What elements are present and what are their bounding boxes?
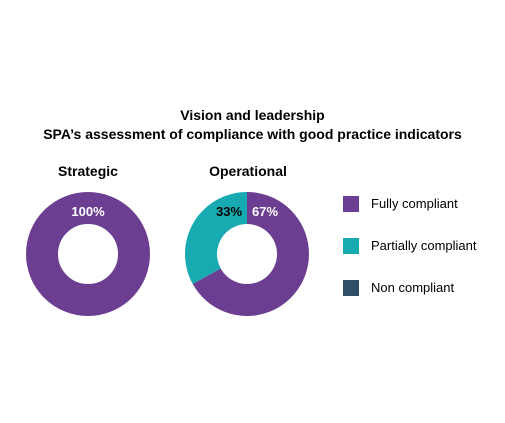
legend-swatch-non-compliant [343, 280, 359, 296]
operational-label-fully-compliant: 67% [252, 204, 278, 219]
strategic-chart-title: Strategic [58, 163, 118, 179]
operational-slice-fully-compliant [192, 192, 310, 316]
operational-label-partially-compliant: 33% [216, 204, 242, 219]
legend-label-fully-compliant: Fully compliant [371, 196, 458, 211]
legend-swatch-fully-compliant [343, 196, 359, 212]
strategic-label-fully-compliant: 100% [71, 204, 105, 219]
legend-label-partially-compliant: Partially compliant [371, 238, 477, 253]
strategic-slice-fully-compliant [26, 192, 150, 316]
chart-subtitle: SPA’s assessment of compliance with good… [43, 126, 462, 142]
legend-label-non-compliant: Non compliant [371, 280, 455, 295]
operational-chart-title: Operational [209, 163, 287, 179]
operational-slice-partially-compliant [185, 192, 247, 284]
chart-title: Vision and leadership [180, 107, 325, 123]
legend-swatch-partially-compliant [343, 238, 359, 254]
